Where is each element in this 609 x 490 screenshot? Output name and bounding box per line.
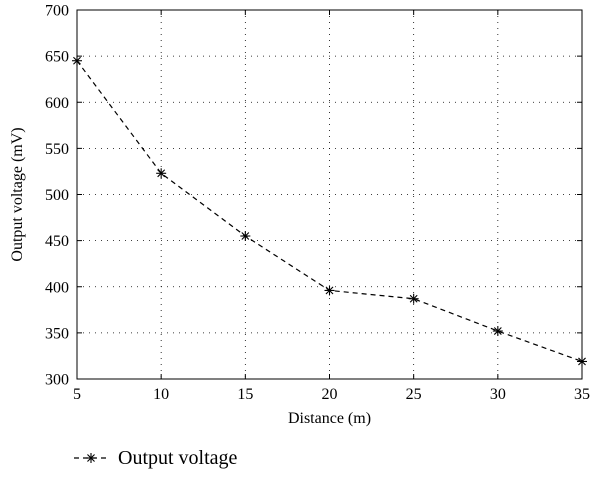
y-tick-label: 700	[45, 3, 69, 20]
x-axis-label: Distance (m)	[288, 410, 371, 427]
grid-lines	[77, 10, 582, 379]
y-tick-label: 400	[45, 279, 69, 296]
x-tick-label: 10	[153, 386, 169, 403]
x-tick-label: 35	[574, 386, 590, 403]
y-axis-label: Output voltage (mV)	[9, 127, 26, 261]
x-tick-label: 30	[490, 386, 506, 403]
data-point-marker	[156, 168, 167, 179]
data-point-marker	[240, 231, 251, 242]
legend-marker-icon	[86, 453, 96, 463]
series-group	[72, 55, 587, 367]
y-tick-label: 600	[45, 95, 69, 112]
y-tick-label: 350	[45, 325, 69, 342]
x-tick-label: 15	[237, 386, 253, 403]
y-tick-label: 500	[45, 187, 69, 204]
x-tick-label: 20	[322, 386, 338, 403]
y-tick-label: 650	[45, 49, 69, 66]
data-point-marker	[577, 356, 587, 367]
y-tick-label: 450	[45, 233, 69, 250]
legend-label: Output voltage	[118, 447, 238, 469]
legend-asterisk-icon	[86, 453, 96, 463]
axis-ticks: 5 10 15 20 25 30 35 300 350 400 450 500 550 600 650 700	[45, 3, 590, 404]
x-tick-label: 25	[406, 386, 422, 403]
x-tick-label: 5	[73, 386, 81, 403]
y-tick-label: 300	[45, 372, 69, 389]
data-point-marker	[72, 55, 82, 66]
data-point-marker	[492, 326, 503, 337]
data-point-marker	[324, 285, 335, 296]
y-tick-label: 550	[45, 141, 69, 158]
data-point-marker	[408, 293, 419, 304]
legend: Output voltage	[74, 447, 238, 469]
